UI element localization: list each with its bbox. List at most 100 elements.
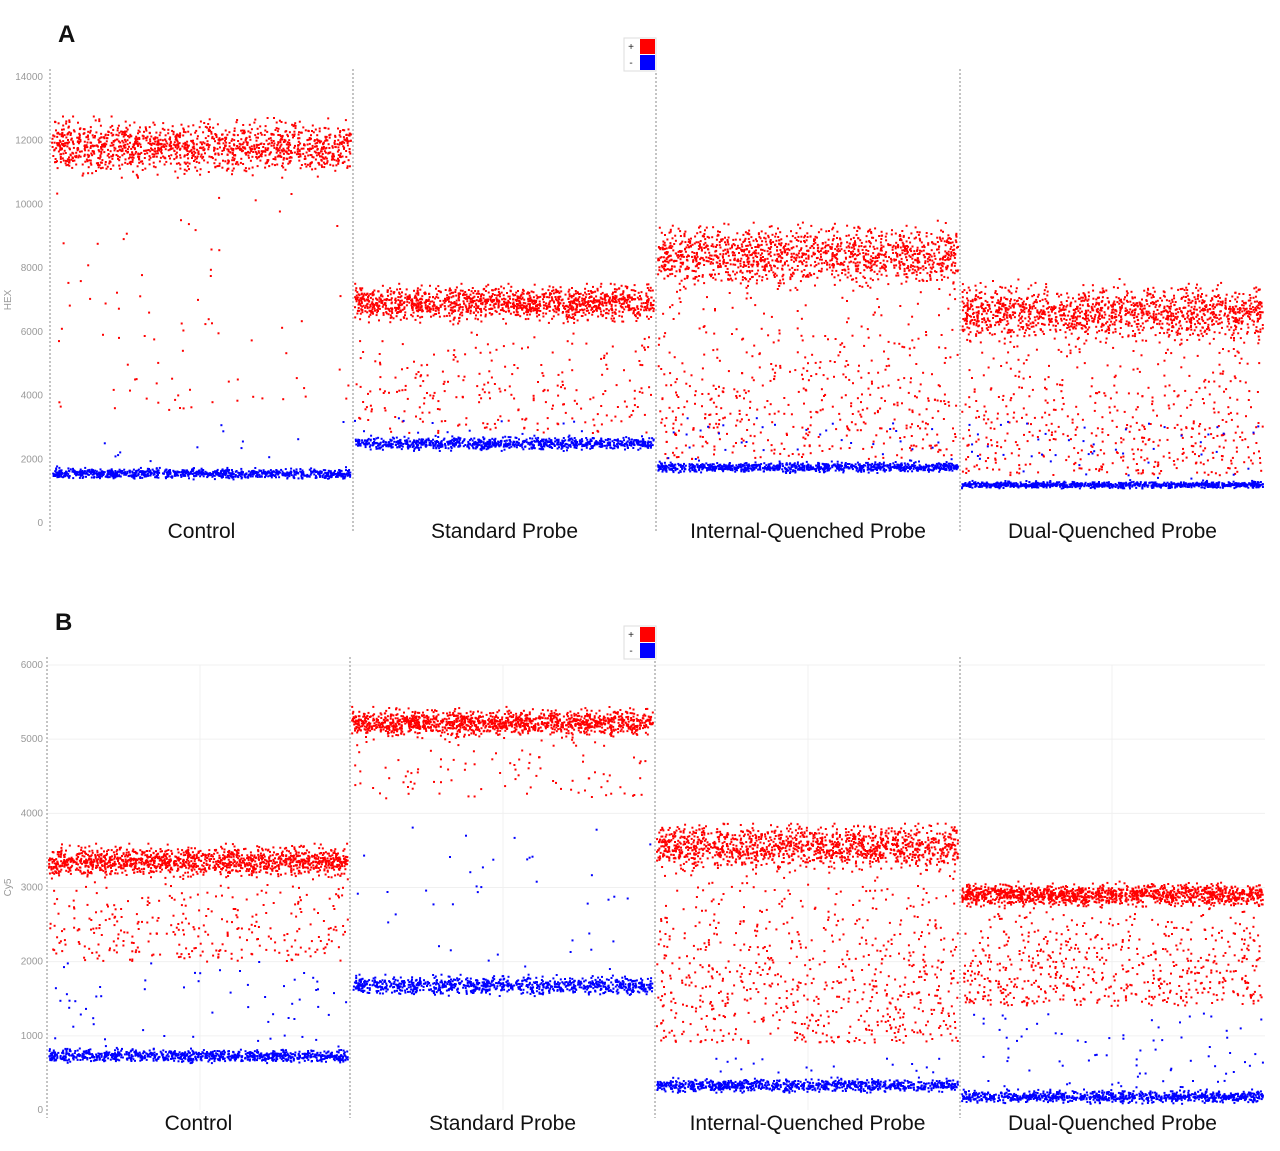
droplet-point (746, 292, 749, 295)
droplet-point (880, 266, 883, 269)
droplet-point (183, 147, 186, 150)
droplet-point (728, 292, 731, 294)
droplet-point (630, 414, 633, 417)
droplet-point (620, 298, 623, 301)
droplet-point (421, 308, 424, 311)
droplet-point (504, 301, 506, 304)
droplet-point (483, 391, 486, 394)
droplet-point (68, 158, 71, 161)
droplet-point (266, 149, 269, 152)
droplet-point (710, 273, 713, 276)
droplet-point (175, 136, 178, 139)
droplet-point (258, 151, 261, 154)
droplet-point (876, 254, 879, 257)
droplet-point (557, 290, 560, 293)
droplet-point (181, 349, 184, 352)
droplet-point (268, 153, 271, 156)
droplet-point (66, 158, 69, 161)
droplet-point (495, 298, 498, 301)
droplet-point (952, 281, 955, 284)
droplet-point (775, 239, 778, 242)
droplet-point (826, 261, 829, 264)
droplet-point (344, 138, 347, 141)
droplet-point (179, 163, 182, 166)
droplet-point (210, 132, 213, 135)
droplet-point (759, 254, 762, 257)
droplet-point (749, 278, 752, 281)
droplet-point (263, 134, 266, 136)
droplet-point (783, 248, 786, 251)
droplet-point (77, 156, 80, 159)
droplet-point (153, 123, 156, 126)
droplet-point (131, 152, 134, 155)
droplet-point (868, 241, 871, 243)
droplet-point (136, 138, 139, 141)
droplet-point (683, 234, 686, 237)
droplet-point (938, 288, 941, 290)
droplet-point (129, 153, 131, 156)
droplet-point (770, 245, 773, 248)
droplet-point (673, 265, 676, 268)
droplet-point (245, 170, 248, 173)
droplet-point (636, 306, 639, 309)
droplet-point (203, 148, 206, 151)
droplet-point (524, 318, 527, 321)
droplet-point (443, 390, 446, 393)
droplet-point (399, 299, 402, 302)
droplet-point (287, 135, 289, 138)
droplet-point (266, 160, 269, 163)
droplet-point (848, 261, 851, 264)
droplet-point (347, 159, 350, 162)
droplet-point (321, 165, 323, 168)
droplet-point (741, 372, 744, 375)
droplet-point (639, 314, 642, 317)
droplet-point (907, 391, 910, 394)
droplet-point (819, 253, 822, 256)
droplet-point (323, 166, 326, 169)
droplet-point (377, 290, 380, 293)
droplet-point (517, 296, 520, 299)
droplet-point (100, 152, 103, 155)
droplet-point (619, 293, 622, 296)
droplet-point (884, 265, 887, 268)
droplet-point (87, 264, 90, 267)
droplet-point (717, 257, 720, 260)
droplet-point (92, 151, 95, 154)
droplet-point (952, 254, 955, 257)
droplet-point (833, 283, 836, 286)
droplet-point (289, 159, 292, 162)
droplet-point (543, 295, 546, 298)
droplet-point (59, 145, 62, 148)
droplet-point (887, 384, 890, 387)
droplet-point (78, 136, 81, 139)
droplet-point (165, 160, 168, 163)
droplet-point (331, 145, 334, 148)
droplet-point (953, 288, 956, 291)
droplet-point (813, 239, 816, 241)
droplet-point (358, 300, 361, 302)
droplet-point (469, 312, 472, 315)
droplet-point (669, 273, 672, 276)
droplet-point (174, 170, 177, 173)
droplet-point (858, 227, 861, 230)
droplet-point (912, 444, 915, 447)
droplet-point (523, 427, 526, 430)
droplet-point (419, 288, 422, 291)
droplet-point (799, 260, 802, 263)
droplet-point (846, 427, 849, 430)
droplet-point (833, 222, 836, 225)
droplet-point (188, 168, 190, 171)
droplet-point (452, 302, 454, 305)
droplet-point (685, 246, 688, 249)
droplet-point (941, 258, 944, 261)
droplet-point (805, 389, 808, 392)
droplet-point (254, 118, 257, 121)
droplet-point (903, 436, 906, 439)
droplet-point (783, 412, 786, 415)
droplet-point (676, 254, 679, 257)
droplet-point (322, 147, 325, 150)
droplet-point (626, 294, 629, 297)
droplet-point (279, 139, 282, 142)
droplet-point (570, 317, 573, 319)
droplet-point (585, 282, 588, 285)
